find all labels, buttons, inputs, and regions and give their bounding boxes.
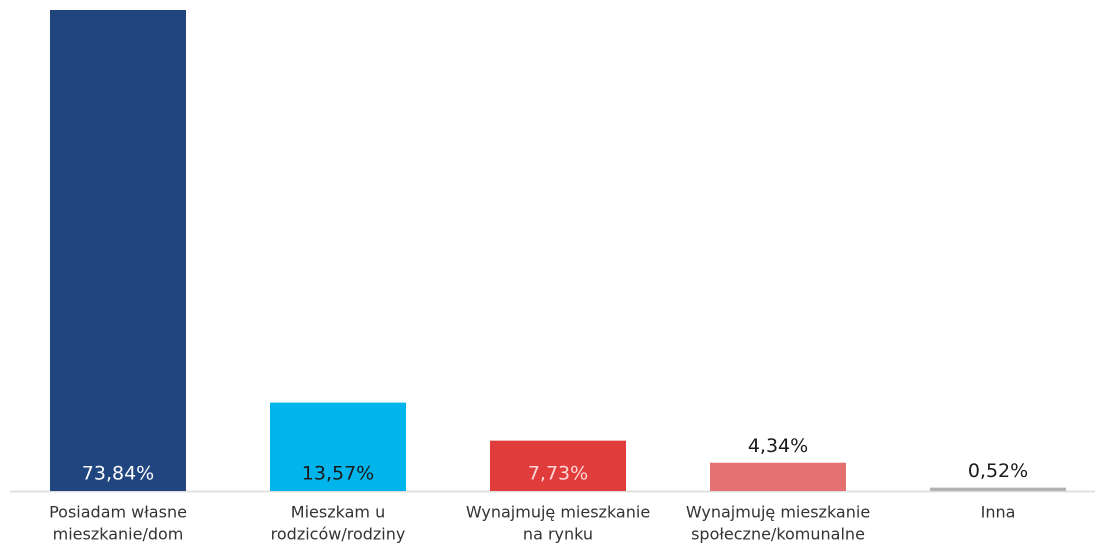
value-label: 7,73% bbox=[528, 463, 588, 485]
x-tick-label: społeczne/komunalne bbox=[691, 525, 865, 544]
bar bbox=[710, 462, 846, 491]
x-tick-label: Wynajmuję mieszkanie bbox=[686, 503, 870, 522]
x-tick-label: rodziców/rodziny bbox=[271, 525, 406, 544]
x-tick-label: na rynku bbox=[523, 525, 593, 544]
bar bbox=[270, 402, 406, 491]
x-tick-label: Mieszkam u bbox=[291, 503, 385, 522]
x-tick-label: Inna bbox=[981, 503, 1016, 522]
value-label: 0,52% bbox=[968, 460, 1028, 482]
bar bbox=[930, 487, 1066, 491]
x-tick-label: Wynajmuję mieszkanie bbox=[466, 503, 650, 522]
x-tick-label: mieszkanie/dom bbox=[53, 525, 184, 544]
value-label: 73,84% bbox=[82, 463, 154, 485]
value-label: 4,34% bbox=[748, 435, 808, 457]
bar bbox=[50, 10, 186, 491]
bar bbox=[490, 440, 626, 491]
value-label: 13,57% bbox=[302, 463, 374, 485]
x-tick-label: Posiadam własne bbox=[49, 503, 187, 522]
